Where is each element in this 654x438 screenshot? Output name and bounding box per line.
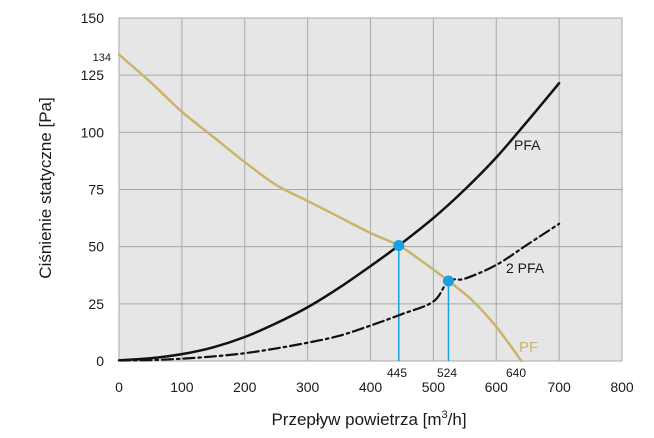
x-tick-label: 400 bbox=[359, 379, 383, 395]
x-tick-label: 0 bbox=[115, 379, 123, 395]
y-tick-label: 0 bbox=[96, 353, 104, 369]
intersection-point bbox=[393, 240, 405, 252]
x-tick-label: 300 bbox=[296, 379, 320, 395]
x-tick-label: 100 bbox=[170, 379, 194, 395]
series-line-pfa bbox=[117, 81, 561, 362]
plot-frame bbox=[118, 17, 623, 362]
x-tick-label: 600 bbox=[485, 379, 509, 395]
series-line-2pfa bbox=[117, 222, 561, 362]
series-label-pf: PF bbox=[519, 339, 538, 356]
x-tick-label: 800 bbox=[610, 379, 634, 395]
y-tick-label: 25 bbox=[88, 296, 104, 312]
intersection-point bbox=[442, 275, 454, 287]
x-annotation-640: 640 bbox=[506, 366, 526, 380]
series-label-pfa: PFA bbox=[514, 137, 541, 153]
x-tick-label: 500 bbox=[422, 379, 446, 395]
tick-labels: 0 100 200 300 400 500 600 700 800 0 25 50 75 100 125 15… bbox=[81, 10, 634, 395]
x-tick-label: 700 bbox=[547, 379, 571, 395]
x-annotation-524: 524 bbox=[437, 366, 457, 380]
y-tick-label: 75 bbox=[88, 182, 104, 198]
grid-lines bbox=[118, 17, 623, 362]
y-tick-label: 100 bbox=[81, 124, 105, 140]
y-tick-label: 150 bbox=[81, 10, 105, 26]
y-tick-label: 50 bbox=[88, 239, 104, 255]
series-layer bbox=[117, 53, 561, 363]
series-label-2pfa: 2 PFA bbox=[506, 260, 545, 276]
y-axis-label: Ciśnienie statyczne [Pa] bbox=[36, 97, 55, 278]
series-line-pf bbox=[117, 53, 523, 363]
marker-layer bbox=[393, 240, 454, 287]
y-annotation-134: 134 bbox=[93, 52, 111, 64]
x-tick-label: 200 bbox=[233, 379, 257, 395]
y-tick-label: 125 bbox=[81, 67, 105, 83]
x-annotation-445: 445 bbox=[387, 366, 407, 380]
x-axis-label: Przepływ powietrza [m3/h] bbox=[271, 409, 466, 429]
